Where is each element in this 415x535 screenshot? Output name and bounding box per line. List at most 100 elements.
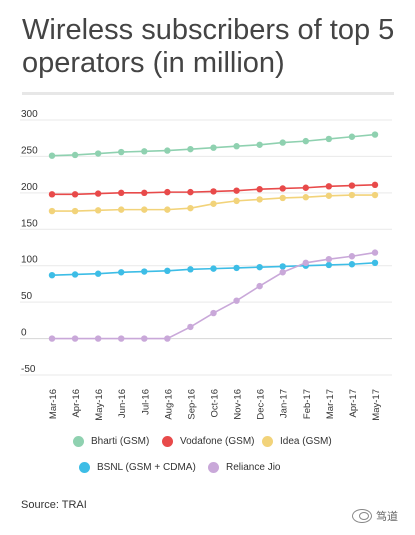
data-point	[187, 204, 194, 212]
x-tick-label: Jan-17	[279, 389, 290, 418]
series-idea-gsm	[48, 191, 379, 215]
data-point	[256, 196, 263, 203]
data-point	[302, 259, 309, 266]
data-point	[141, 335, 148, 342]
chat-bubble-icon	[352, 509, 372, 523]
data-point	[71, 191, 79, 198]
data-point	[94, 150, 102, 157]
data-point	[141, 268, 148, 275]
series-bsnl-gsm-cdma	[48, 259, 379, 279]
y-tick-label: 200	[21, 182, 38, 193]
data-point	[94, 270, 102, 277]
x-tick-label: May-17	[371, 389, 382, 421]
legend-item-idea: Idea (GSM)	[262, 436, 332, 447]
data-point	[164, 335, 171, 342]
data-point	[118, 148, 125, 156]
data-point	[187, 266, 194, 273]
data-point	[48, 335, 56, 342]
data-point	[233, 197, 240, 205]
x-tick-label: Feb-17	[302, 389, 313, 419]
data-point	[210, 144, 217, 151]
data-point	[302, 184, 309, 191]
legend-swatch-vodafone	[162, 436, 173, 447]
chart-series	[48, 131, 379, 342]
legend-swatch-idea	[262, 436, 273, 447]
data-point	[48, 207, 56, 215]
data-point	[94, 207, 102, 214]
x-tick-label: Nov-16	[233, 389, 244, 420]
data-point	[325, 135, 333, 143]
data-point	[164, 267, 171, 275]
legend-label-bharti: Bharti (GSM)	[91, 436, 150, 447]
data-point	[325, 255, 333, 263]
chart-title: Wireless subscribers of top 5 operators …	[22, 14, 395, 79]
data-point	[164, 188, 171, 196]
x-tick-label: Jul-16	[140, 389, 151, 415]
data-point	[94, 335, 102, 342]
data-point	[371, 131, 379, 138]
legend-label-jio: Reliance Jio	[226, 462, 281, 473]
legend-item-bsnl: BSNL (GSM + CDMA)	[79, 462, 196, 473]
data-point	[141, 148, 148, 155]
data-point	[94, 190, 102, 197]
title-divider	[22, 92, 394, 95]
data-point	[348, 191, 356, 199]
y-tick-label: 150	[21, 218, 38, 229]
data-point	[279, 263, 286, 270]
legend-label-vodafone: Vodafone (GSM)	[180, 436, 255, 447]
legend-swatch-bsnl	[79, 462, 90, 473]
line-chart: 300 250 200 150 100 50 0 -50 Mar-16 Apr-16 May-16…	[20, 109, 392, 421]
x-tick-label: Mar-16	[48, 389, 59, 419]
data-point	[279, 139, 286, 146]
data-point	[187, 323, 194, 331]
data-point	[210, 309, 217, 317]
data-point	[233, 297, 240, 304]
data-point	[48, 191, 56, 198]
data-point	[233, 264, 240, 272]
y-tick-label: 250	[21, 145, 38, 156]
x-tick-label: Oct-16	[210, 389, 221, 418]
watermark-text: 笃道	[376, 511, 398, 523]
data-point	[256, 186, 263, 193]
data-point	[348, 261, 356, 268]
data-point	[118, 269, 125, 276]
data-point	[210, 265, 217, 272]
y-tick-label: 100	[21, 255, 38, 266]
data-point	[256, 263, 263, 271]
data-point	[233, 187, 240, 194]
watermark: 笃道	[352, 508, 398, 524]
series-vodafone-gsm	[48, 181, 379, 198]
data-point	[302, 137, 309, 145]
data-point	[71, 151, 79, 159]
data-point	[141, 206, 148, 213]
x-axis-ticks: Mar-16 Apr-16 May-16 Jun-16 Jul-16 Aug-16 Sep-…	[48, 389, 382, 421]
y-tick-label: -50	[21, 364, 36, 375]
data-point	[48, 152, 56, 159]
data-point	[164, 147, 171, 154]
data-point	[71, 271, 79, 278]
x-tick-label: May-16	[94, 389, 105, 421]
series-bharti-gsm	[48, 131, 379, 159]
data-point	[48, 271, 56, 279]
series-reliance-jio	[48, 249, 379, 342]
legend-item-vodafone: Vodafone (GSM)	[162, 436, 254, 447]
data-point	[279, 269, 286, 276]
data-point	[279, 194, 286, 202]
legend-label-bsnl: BSNL (GSM + CDMA)	[97, 462, 196, 473]
data-point	[371, 249, 379, 256]
data-point	[325, 183, 333, 190]
legend-swatch-bharti	[73, 436, 84, 447]
y-tick-label: 50	[21, 291, 33, 302]
source-note: Source: TRAI	[21, 499, 87, 511]
data-point	[118, 189, 125, 197]
y-tick-label: 300	[21, 109, 38, 120]
data-point	[348, 253, 356, 260]
data-point	[325, 261, 333, 269]
data-point	[118, 206, 125, 213]
data-point	[371, 191, 379, 199]
data-point	[348, 133, 356, 140]
data-point	[279, 185, 286, 192]
data-point	[210, 200, 217, 207]
legend-label-idea: Idea (GSM)	[280, 436, 332, 447]
x-tick-label: Jun-16	[117, 389, 128, 418]
